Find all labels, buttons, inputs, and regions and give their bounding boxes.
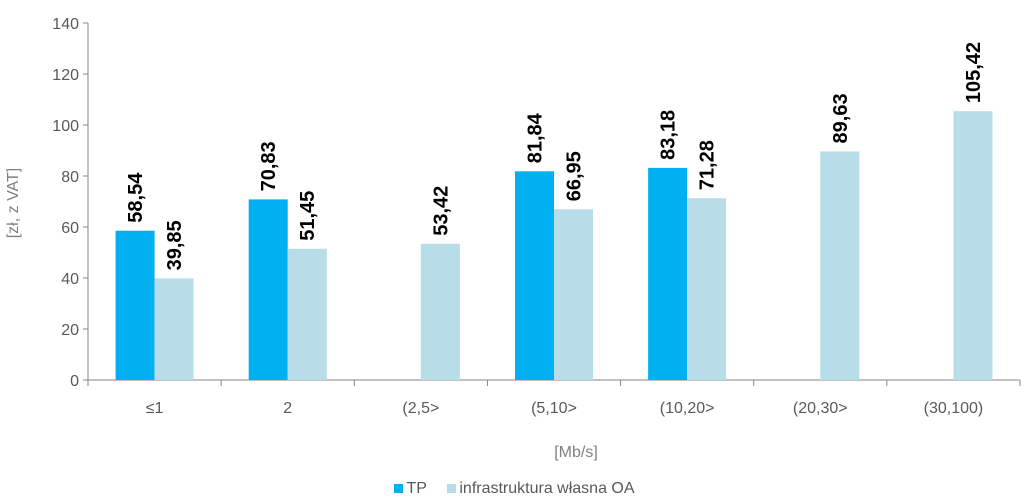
x-tick-label: (10,20> (660, 400, 715, 417)
legend-swatch-infrastruktura (447, 484, 457, 493)
bar-tp-1 (248, 199, 288, 380)
legend-label-tp: TP (406, 480, 427, 497)
data-label: 83,18 (658, 110, 680, 160)
y-axis: 0 20 40 60 80 100 120 140 (52, 16, 89, 390)
y-tick-label: 80 (61, 169, 79, 186)
x-tick-label: (5,10> (531, 400, 577, 417)
bar-tp-3 (515, 171, 554, 380)
data-label: 105,42 (963, 42, 985, 103)
x-tick-label: (30,100) (924, 400, 984, 417)
legend-label-infrastruktura: infrastruktura własna OA (459, 480, 635, 497)
y-tick-label: 100 (52, 118, 79, 135)
legend-item-infrastruktura: infrastruktura własna OA (447, 480, 635, 498)
data-label: 89,63 (830, 93, 852, 143)
y-axis-title: [zł, z VAT] (5, 168, 22, 239)
bar-infrastruktura-5 (820, 151, 860, 380)
x-tick-label: (2,5> (402, 400, 439, 417)
bar-infrastruktura-3 (554, 209, 593, 380)
data-label: 66,95 (564, 151, 586, 201)
x-axis: ≤1 2 (2,5> (5,10> (10,20> (20,30> (30,100) (87, 379, 1021, 417)
legend-item-tp: TP (394, 480, 427, 498)
data-label: 39,85 (164, 220, 186, 270)
y-tick-label: 0 (70, 373, 79, 390)
bar-infrastruktura-2 (420, 243, 460, 380)
legend: TP infrastruktura własna OA (0, 480, 1029, 498)
data-label: 53,42 (430, 186, 452, 236)
x-tick-label: ≤1 (146, 400, 164, 417)
data-label: 70,83 (258, 141, 280, 191)
data-labels: 58,54 70,83 81,84 83,18 39,85 51,45 53,42 66,95… (125, 42, 985, 270)
bar-tp-4 (648, 167, 688, 380)
y-tick-label: 140 (52, 16, 79, 33)
bar-infrastruktura-0 (154, 278, 194, 380)
legend-swatch-tp (394, 484, 404, 493)
x-tick-label: (20,30> (793, 400, 848, 417)
x-tick-label: 2 (283, 400, 292, 417)
x-axis-title: [Mb/s] (554, 444, 598, 461)
data-label: 58,54 (125, 172, 147, 223)
bars (115, 111, 993, 380)
y-tick-label: 40 (61, 271, 79, 288)
bar-tp-0 (115, 230, 155, 380)
data-label: 71,28 (697, 140, 719, 190)
y-tick-label: 120 (52, 67, 79, 84)
y-tick-label: 20 (61, 322, 79, 339)
data-label: 81,84 (525, 112, 547, 163)
data-label: 51,45 (297, 191, 319, 241)
y-tick-label: 60 (61, 220, 79, 237)
bar-infrastruktura-4 (687, 198, 727, 380)
bar-infrastruktura-6 (953, 111, 993, 380)
bar-infrastruktura-1 (287, 248, 327, 380)
